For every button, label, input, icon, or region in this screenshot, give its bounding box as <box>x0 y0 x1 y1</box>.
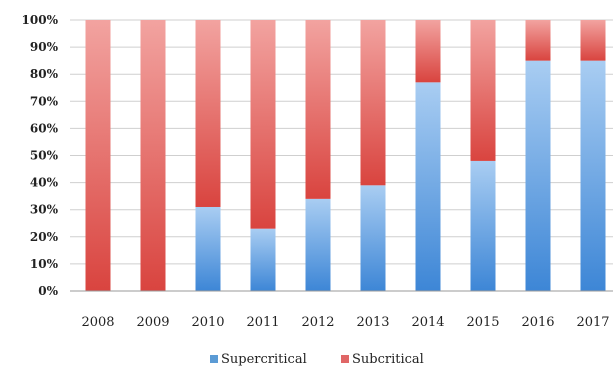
bar-subcritical-2017 <box>580 20 606 61</box>
y-tick-label: 50% <box>30 149 59 163</box>
bar-subcritical-2008 <box>85 20 111 291</box>
y-axis-tick-labels: 0% 10% 20% 30% 40% 50% 60% 70% 80% 90% 100% <box>22 13 59 298</box>
x-tick-label: 2011 <box>246 315 279 330</box>
bar-supercritical-2017 <box>580 60 606 292</box>
bar-subcritical-2010 <box>195 20 221 207</box>
bar-subcritical-2013 <box>360 20 386 186</box>
bar-supercritical-2011 <box>250 228 276 291</box>
bar-supercritical-2015 <box>470 160 496 291</box>
y-tick-label: 100% <box>22 13 59 27</box>
legend: Supercritical Subcritical <box>210 352 424 367</box>
x-tick-label: 2017 <box>576 315 609 330</box>
x-axis-tick-labels: 2008 2009 2010 2011 2012 2013 2014 2015 2016 2017 <box>81 315 609 330</box>
legend-swatch-subcritical <box>341 355 349 363</box>
y-tick-label: 80% <box>30 67 59 81</box>
bar-supercritical-2012 <box>305 198 331 291</box>
bar-subcritical-2014 <box>415 20 441 83</box>
y-tick-label: 40% <box>30 176 59 190</box>
bar-subcritical-2012 <box>305 20 331 199</box>
bars <box>85 20 606 292</box>
x-tick-label: 2010 <box>191 315 224 330</box>
bar-supercritical-2013 <box>360 185 386 291</box>
x-tick-label: 2012 <box>301 315 334 330</box>
y-tick-label: 90% <box>30 40 59 54</box>
x-tick-label: 2016 <box>521 315 554 330</box>
y-tick-label: 60% <box>30 121 59 135</box>
bar-subcritical-2011 <box>250 20 276 229</box>
bar-subcritical-2015 <box>470 20 496 161</box>
x-tick-label: 2009 <box>136 315 169 330</box>
bar-subcritical-2016 <box>525 20 551 61</box>
y-tick-label: 10% <box>30 257 59 271</box>
legend-label-supercritical: Supercritical <box>221 352 307 367</box>
x-tick-label: 2015 <box>466 315 499 330</box>
y-tick-label: 0% <box>38 284 58 298</box>
y-tick-label: 20% <box>30 230 59 244</box>
y-tick-label: 70% <box>30 94 59 108</box>
bar-supercritical-2010 <box>195 206 221 291</box>
x-tick-label: 2014 <box>411 315 444 330</box>
bar-supercritical-2016 <box>525 60 551 292</box>
bar-supercritical-2014 <box>415 82 441 291</box>
x-tick-label: 2013 <box>356 315 389 330</box>
legend-swatch-supercritical <box>210 355 218 363</box>
bar-subcritical-2009 <box>140 20 166 291</box>
x-tick-label: 2008 <box>81 315 114 330</box>
y-tick-label: 30% <box>30 203 59 217</box>
legend-label-subcritical: Subcritical <box>352 352 424 367</box>
